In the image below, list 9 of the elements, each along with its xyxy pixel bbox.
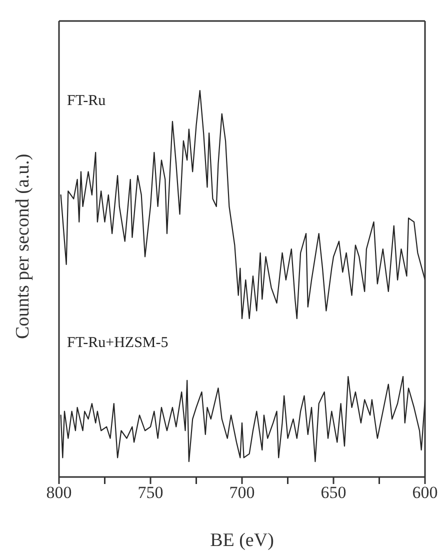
y-axis-title: Counts per second (a.u.) xyxy=(12,154,34,339)
text: FT-Ru+HZSM-5 xyxy=(67,335,168,352)
x-tick-label: 750 xyxy=(138,483,164,502)
x-tick-label: 700 xyxy=(229,483,255,502)
x-tick-label: 600 xyxy=(412,483,438,502)
x-axis-title: BE (eV) xyxy=(210,530,274,551)
x-tick-label: 800 xyxy=(46,483,72,502)
x-tick-label: 650 xyxy=(320,483,346,502)
text: FT-Ru xyxy=(67,93,106,110)
